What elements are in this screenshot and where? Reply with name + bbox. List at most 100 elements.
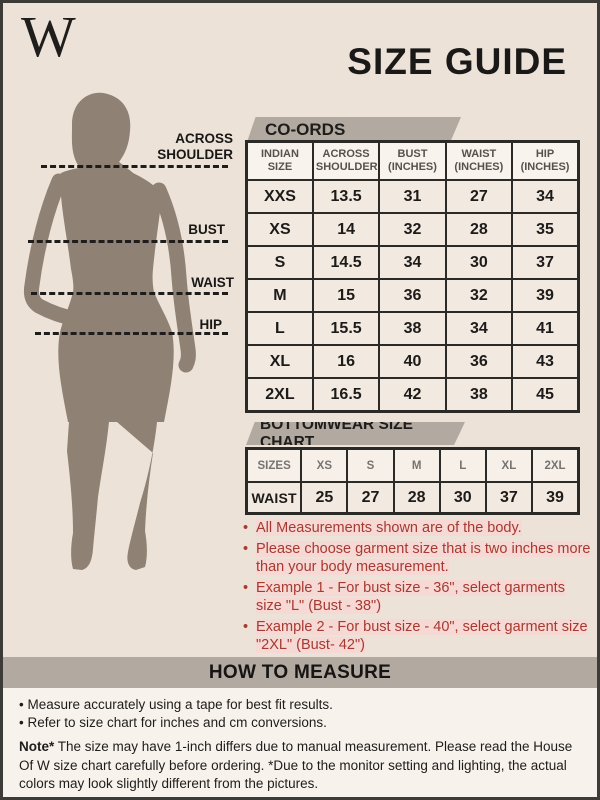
silhouette-hanging-arm [151,182,196,373]
note-label: Note* [19,739,55,754]
value-cell: 43 [511,344,580,379]
table-row: M 15 36 32 39 [245,278,580,313]
value-cell: 16 [311,344,381,379]
list-item: Measure accurately using a tape for best… [19,696,332,714]
value-cell: 42 [378,377,447,413]
value-cell: 27 [444,179,514,214]
page-title: SIZE GUIDE [347,41,567,82]
bottomwear-col-header: 2XL [530,447,580,483]
table-row: L 15.5 38 34 41 [245,311,580,346]
hip-measure-line [35,332,228,335]
value-cell: 34 [378,245,447,280]
list-item: Please choose garment size that is two i… [243,540,593,576]
size-cell: S [245,245,314,280]
bottomwear-col-header: L [438,447,487,483]
table-row: XS 14 32 28 35 [245,212,580,247]
value-cell: 13.5 [311,179,381,214]
coords-col-header: ACROSS SHOULDER [311,140,381,181]
size-cell: XXS [245,179,314,214]
value-cell: 34 [511,179,580,214]
value-cell: 32 [444,278,514,313]
value-cell: 28 [444,212,514,247]
value-cell: 39 [511,278,580,313]
list-item: Refer to size chart for inches and cm co… [19,714,333,732]
value-cell: 45 [511,377,580,413]
size-cell: XS [245,212,314,247]
value-cell: 15 [311,278,381,313]
bust-measure-label: BUST [188,222,225,237]
list-item: All Measurements shown are of the body. [243,519,593,537]
how-to-measure-title: HOW TO MEASURE [208,661,392,683]
table-row: WAIST 25 27 28 30 37 39 [245,481,580,515]
waist-row-label: WAIST [245,481,303,515]
brand-logo: W [21,4,76,69]
sizing-notes-list: All Measurements shown are of the body. … [243,519,593,657]
table-row: S 14.5 34 30 37 [245,245,580,280]
coords-col-header: INDIAN SIZE [245,140,314,181]
note-text: Example 1 - For bust size - 36", select … [256,580,565,614]
value-cell: 16.5 [311,377,381,413]
table-row: XXS 13.5 31 27 34 [245,179,580,214]
bottomwear-col-header: S [346,447,395,483]
value-cell: 41 [511,311,580,346]
value-cell: 15.5 [311,311,381,346]
bottomwear-col-header: SIZES [245,447,303,483]
coords-col-header: HIP (INCHES) [511,140,580,181]
list-item: Example 2 - For bust size - 40", select … [243,618,593,654]
coords-col-header: BUST (INCHES) [378,140,447,181]
value-cell: 36 [378,278,447,313]
value-cell: 37 [511,245,580,280]
how-to-measure-panel: Measure accurately using a tape for best… [3,688,597,797]
shoulder-measure-line [41,165,228,168]
bottomwear-col-header: XL [484,447,533,483]
note-body: The size may have 1-inch differs due to … [19,739,573,792]
size-cell: L [245,311,314,346]
shoulder-measure-label: ACROSS SHOULDER [157,131,233,162]
value-cell: 39 [530,481,580,515]
size-cell: XL [245,344,314,379]
value-cell: 34 [444,311,514,346]
bottomwear-size-table: SIZES XS S M L XL 2XL WAIST 25 27 28 30 … [245,447,580,515]
bottomwear-col-header: XS [300,447,349,483]
silhouette-left-leg [67,422,109,570]
silhouette-right-leg [117,422,157,570]
coords-banner: CO-ORDS [247,117,461,142]
size-cell: M [245,278,314,313]
value-cell: 31 [378,179,447,214]
table-row: XL 16 40 36 43 [245,344,580,379]
value-cell: 35 [511,212,580,247]
coords-header-row: INDIAN SIZE ACROSS SHOULDER BUST (INCHES… [245,140,580,181]
bottomwear-header-row: SIZES XS S M L XL 2XL [245,447,580,483]
coords-banner-label: CO-ORDS [265,119,346,139]
value-cell: 38 [444,377,514,413]
table-row: 2XL 16.5 42 38 45 [245,377,580,413]
disclaimer-note: Note* The size may have 1-inch differs d… [19,738,587,794]
bottomwear-banner: BOTTOMWEAR SIZE CHART [246,422,465,445]
value-cell: 25 [300,481,349,515]
waist-measure-label: WAIST [191,275,234,290]
note-text: All Measurements shown are of the body. [256,520,522,536]
value-cell: 32 [378,212,447,247]
note-text: Example 2 - For bust size - 40", select … [256,619,588,653]
value-cell: 30 [438,481,487,515]
how-to-measure-header: HOW TO MEASURE [3,657,597,688]
list-item: Example 1 - For bust size - 36", select … [243,579,593,615]
value-cell: 36 [444,344,514,379]
value-cell: 30 [444,245,514,280]
bottomwear-banner-label: BOTTOMWEAR SIZE CHART [260,415,413,451]
bottomwear-col-header: M [392,447,441,483]
value-cell: 28 [392,481,441,515]
measure-tips-list: Measure accurately using a tape for best… [19,696,333,732]
note-text: Please choose garment size that is two i… [256,541,591,575]
value-cell: 27 [346,481,395,515]
value-cell: 38 [378,311,447,346]
value-cell: 14.5 [311,245,381,280]
coords-col-header: WAIST (INCHES) [444,140,514,181]
waist-measure-line [31,292,228,295]
value-cell: 40 [378,344,447,379]
value-cell: 14 [311,212,381,247]
coords-size-table: INDIAN SIZE ACROSS SHOULDER BUST (INCHES… [245,140,580,413]
bust-measure-line [28,240,228,243]
hip-measure-label: HIP [199,317,222,332]
